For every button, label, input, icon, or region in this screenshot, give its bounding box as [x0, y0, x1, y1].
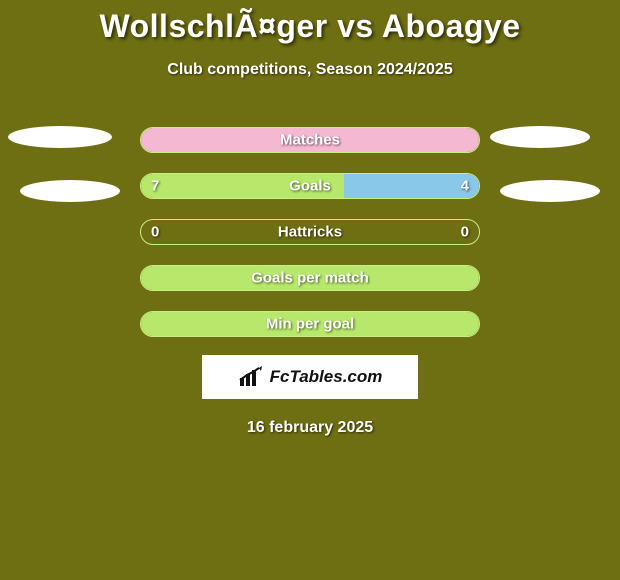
bar-segment-right [310, 128, 479, 152]
bar-segment-full [141, 312, 479, 336]
stat-row-goals: 74Goals [140, 173, 480, 199]
logo-text: FcTables.com [270, 367, 383, 387]
stat-rows: Matches74Goals00HattricksGoals per match… [0, 127, 620, 337]
infographic-container: WollschlÃ¤ger vs Aboagye Club competitio… [0, 0, 620, 437]
source-logo: FcTables.com [202, 355, 418, 399]
stat-label: Hattricks [141, 224, 479, 241]
stat-row-hattricks: 0 0Hattricks [140, 219, 480, 245]
stat-row-goals-per-match: Goals per match [140, 265, 480, 291]
value-left: 0 [151, 224, 159, 241]
player-oval-3 [500, 180, 600, 202]
bar-segment-left [141, 128, 310, 152]
bar-segment-left [141, 174, 344, 198]
player-oval-2 [20, 180, 120, 202]
page-subtitle: Club competitions, Season 2024/2025 [167, 61, 452, 79]
bar-segment-right [344, 174, 479, 198]
player-oval-1 [490, 126, 590, 148]
page-title: WollschlÃ¤ger vs Aboagye [99, 8, 520, 45]
value-left: 7 [151, 178, 159, 195]
stat-row-min-per-goal: Min per goal [140, 311, 480, 337]
bar-segment-full [141, 266, 479, 290]
stat-row-matches: Matches [140, 127, 480, 153]
player-oval-0 [8, 126, 112, 148]
value-right: 0 [461, 224, 469, 241]
chart-icon [238, 366, 264, 388]
value-right: 4 [461, 178, 469, 195]
date-text: 16 february 2025 [247, 419, 373, 437]
